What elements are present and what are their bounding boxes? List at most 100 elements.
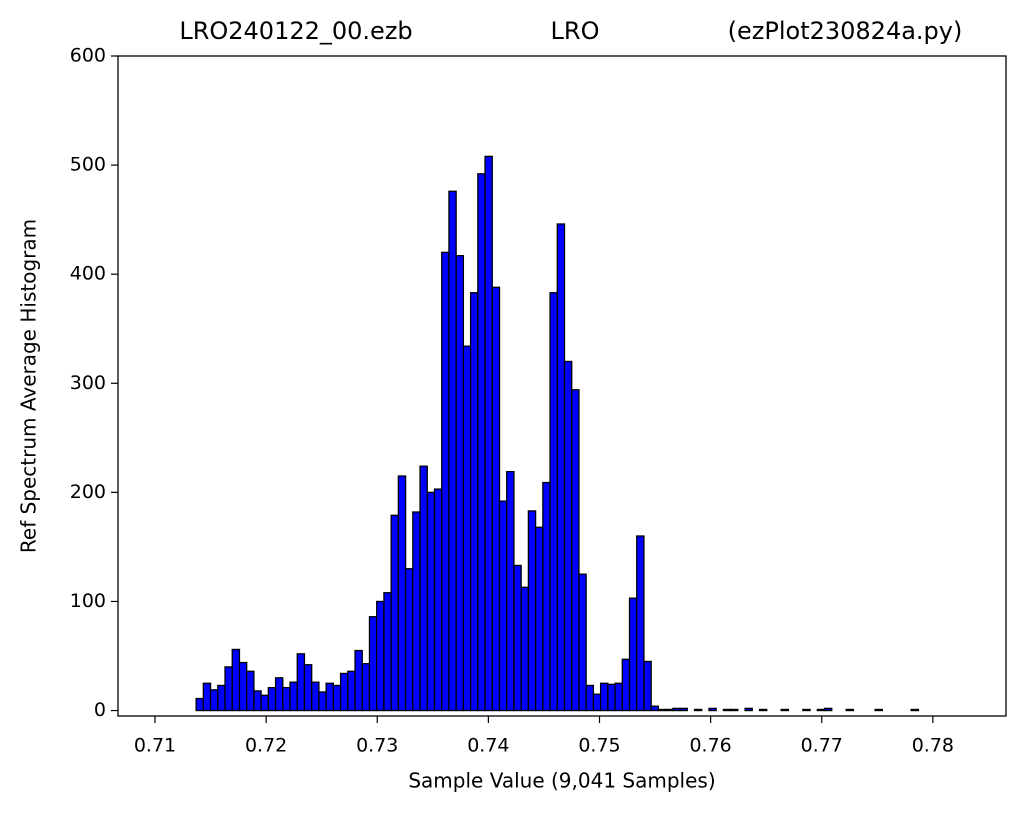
bar — [332, 684, 342, 712]
bar — [339, 672, 349, 712]
y-tick-label: 300 — [70, 372, 106, 394]
x-tick-label: 0.71 — [134, 735, 176, 757]
bar — [433, 488, 443, 712]
bar — [498, 500, 508, 712]
bar — [708, 707, 717, 712]
bar — [390, 514, 400, 712]
bar — [722, 708, 732, 712]
bar — [744, 707, 753, 712]
bar — [311, 681, 320, 712]
bar — [267, 686, 277, 712]
bar — [289, 681, 298, 712]
bar — [556, 223, 566, 712]
bar — [578, 573, 587, 712]
bar — [274, 677, 284, 712]
bar — [607, 683, 616, 712]
y-tick-label: 100 — [70, 590, 106, 612]
bar — [296, 653, 306, 712]
bar — [441, 251, 450, 712]
bar — [224, 666, 233, 712]
y-tick-label: 200 — [70, 481, 106, 503]
x-tick-label: 0.78 — [912, 735, 954, 757]
bar — [455, 254, 465, 712]
bar — [303, 664, 313, 712]
bar — [368, 616, 378, 712]
bar — [571, 389, 580, 712]
bar — [491, 286, 501, 712]
chart-title: LRO — [551, 17, 600, 45]
bar — [253, 690, 262, 712]
bar — [643, 660, 652, 712]
bar — [426, 491, 436, 712]
bar — [506, 470, 515, 712]
bar — [238, 661, 248, 712]
bar — [657, 708, 667, 712]
bar — [469, 292, 479, 712]
plot-frame — [117, 55, 1007, 717]
x-tick-label: 0.77 — [801, 735, 843, 757]
bar — [282, 686, 291, 712]
y-tick-label: 600 — [70, 45, 106, 67]
bar — [780, 708, 790, 712]
x-tick-label: 0.74 — [467, 735, 509, 757]
bar — [419, 465, 428, 712]
bar — [874, 708, 883, 712]
bar — [217, 684, 226, 712]
bar — [397, 475, 407, 712]
bar — [260, 694, 270, 712]
y-tick-label: 500 — [70, 154, 106, 176]
x-tick-label: 0.75 — [578, 735, 620, 757]
bar — [534, 526, 544, 712]
bar — [376, 600, 385, 712]
bar — [325, 682, 335, 712]
bar — [614, 682, 623, 712]
bar — [650, 705, 660, 712]
bar — [318, 691, 327, 712]
bar — [693, 708, 703, 712]
bar — [448, 190, 457, 712]
bar — [910, 708, 920, 712]
bar — [404, 568, 414, 712]
x-tick-label: 0.72 — [245, 735, 287, 757]
x-tick-label: 0.76 — [689, 735, 731, 757]
bar — [636, 535, 645, 712]
bar — [195, 697, 204, 712]
bar — [672, 707, 681, 712]
bar — [527, 510, 537, 712]
bar — [563, 360, 573, 712]
bar — [549, 292, 558, 712]
bar — [585, 684, 595, 712]
y-tick-label: 0 — [94, 699, 106, 721]
bar — [361, 662, 371, 712]
bar — [383, 592, 392, 712]
bar — [542, 481, 551, 712]
bar — [845, 708, 855, 712]
bar — [347, 670, 356, 712]
bar — [513, 564, 522, 712]
x-axis-label: Sample Value (9,041 Samples) — [408, 769, 715, 793]
chart-title: (ezPlot230824a.py) — [728, 17, 963, 45]
bar — [823, 707, 833, 712]
bar — [477, 173, 486, 712]
bar — [462, 345, 472, 712]
y-tick-label: 400 — [70, 263, 106, 285]
bar — [592, 693, 602, 712]
y-axis-label: Ref Spectrum Average Histogram — [17, 219, 41, 553]
bar — [354, 649, 363, 712]
bar — [664, 708, 674, 712]
bar — [520, 586, 530, 712]
bar — [729, 708, 739, 712]
bar — [202, 682, 212, 712]
bar — [758, 708, 768, 712]
x-tick-label: 0.73 — [356, 735, 398, 757]
bar — [628, 597, 638, 712]
bar — [802, 708, 811, 712]
bar — [231, 648, 241, 712]
bar — [209, 689, 219, 712]
bar — [816, 708, 826, 712]
bar — [484, 155, 493, 712]
bar — [599, 682, 609, 712]
bar — [246, 670, 255, 712]
bar — [679, 707, 688, 712]
